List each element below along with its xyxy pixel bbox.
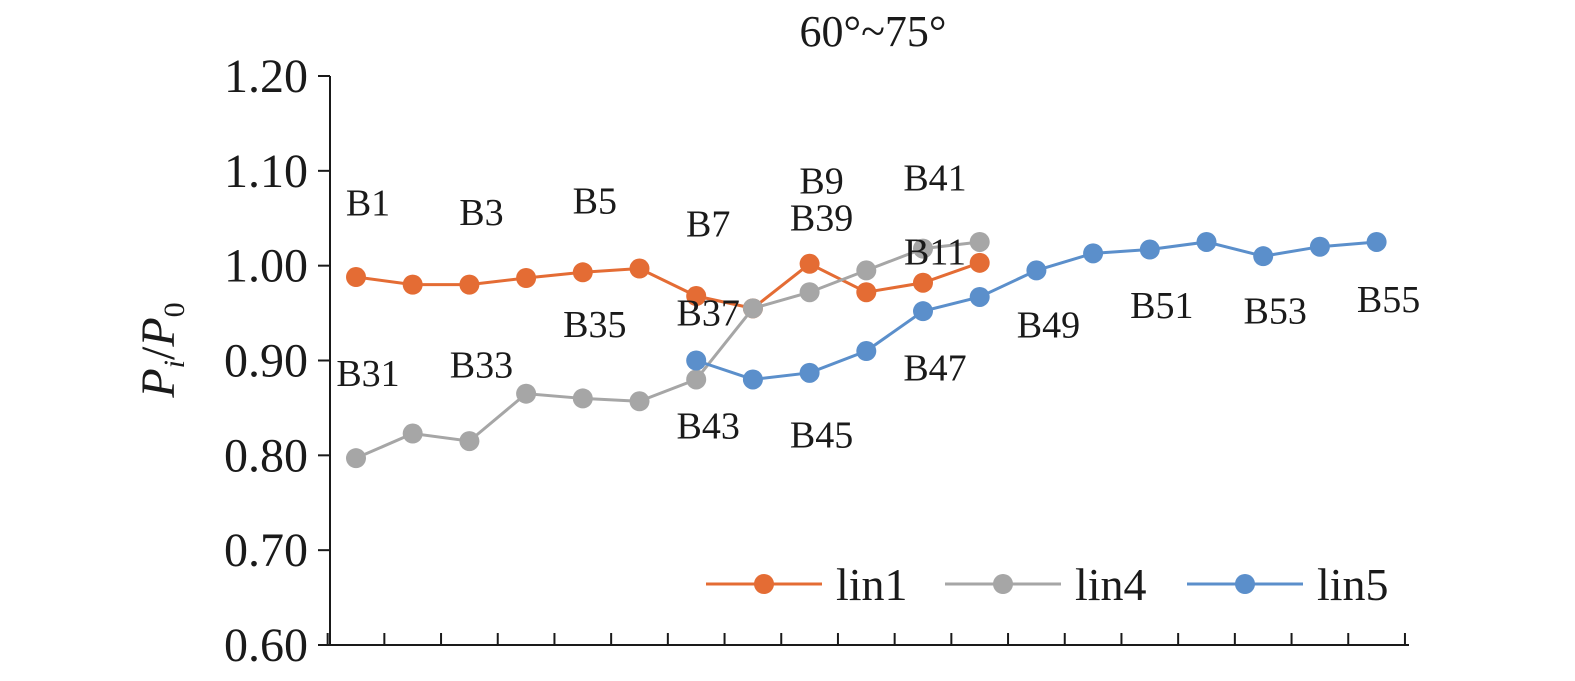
data-point-lin1 — [969, 252, 990, 273]
data-point-lin1 — [799, 253, 820, 274]
data-point-lin1 — [856, 282, 877, 303]
data-point-lin5 — [1026, 260, 1047, 281]
point-label: B31 — [336, 353, 399, 395]
point-label: B53 — [1244, 291, 1307, 333]
data-point-lin5 — [1366, 231, 1387, 252]
point-label: B37 — [677, 292, 740, 334]
series-lin1 — [346, 252, 990, 319]
data-point-lin5 — [969, 286, 990, 307]
y-ticks: 0.60 0.70 0.80 0.90 1.00 1.10 1.20 — [224, 50, 330, 672]
data-point-lin5 — [1253, 246, 1274, 267]
point-label: B9 — [799, 161, 843, 203]
y-label-sep: / — [132, 346, 185, 360]
data-point-lin4 — [516, 383, 537, 404]
data-point-lin4 — [402, 423, 423, 444]
data-point-lin1 — [572, 262, 593, 283]
legend-marker — [754, 574, 774, 594]
data-point-lin5 — [913, 301, 933, 322]
data-point-lin1 — [346, 267, 366, 288]
y-tick-label: 1.00 — [224, 240, 308, 293]
legend-label: lin4 — [1075, 559, 1147, 610]
point-label: B35 — [563, 304, 626, 346]
data-point-lin4 — [459, 431, 480, 452]
y-tick-label: 1.20 — [224, 50, 308, 103]
point-label: B49 — [1017, 305, 1080, 347]
chart-title: 60°~75° — [800, 7, 947, 56]
legend-marker — [1235, 574, 1255, 594]
point-label: B47 — [903, 347, 966, 389]
point-label: B7 — [686, 203, 730, 245]
data-point-lin5 — [856, 341, 877, 362]
legend-marker — [993, 574, 1013, 594]
legend-label: lin5 — [1317, 559, 1389, 610]
point-label: B55 — [1357, 279, 1420, 321]
data-point-lin1 — [459, 274, 480, 295]
y-tick-label: 1.10 — [224, 145, 308, 198]
series-lin5 — [686, 231, 1387, 390]
data-point-lin5 — [1139, 239, 1160, 260]
data-point-lin5 — [686, 350, 707, 371]
series-line-lin1 — [355, 261, 981, 310]
data-point-lin5 — [742, 369, 763, 390]
point-label: B51 — [1130, 285, 1193, 327]
series-lin4 — [346, 231, 990, 469]
point-label: B3 — [459, 192, 503, 234]
y-axis-label: Pi/P0 — [132, 302, 191, 398]
data-point-lin4 — [629, 391, 650, 412]
y-tick-label: 0.90 — [224, 335, 308, 388]
point-label: B33 — [450, 345, 513, 387]
data-point-lin1 — [402, 274, 423, 295]
y-tick-label: 0.60 — [224, 619, 308, 672]
data-point-lin1 — [913, 272, 933, 293]
data-point-lin4 — [742, 298, 763, 319]
y-tick-label: 0.80 — [224, 429, 308, 482]
data-point-lin5 — [1196, 231, 1217, 252]
legend-item-lin5: lin5 — [1187, 559, 1389, 610]
point-label: B39 — [790, 198, 853, 240]
data-point-lin5 — [1309, 236, 1330, 257]
data-point-lin4 — [686, 369, 707, 390]
legend-item-lin1: lin1 — [706, 559, 908, 610]
y-label-main2: P — [132, 317, 185, 347]
legend-label: lin1 — [836, 559, 908, 610]
data-point-lin1 — [629, 258, 650, 279]
legend: lin1 lin4 lin5 — [706, 559, 1389, 610]
point-label: B11 — [904, 232, 966, 274]
data-point-lin4 — [969, 231, 990, 252]
data-point-lin1 — [516, 267, 537, 288]
point-label: B5 — [573, 181, 617, 223]
series-layer — [346, 231, 1387, 469]
data-point-lin4 — [572, 388, 593, 409]
point-label: B43 — [677, 405, 740, 447]
data-point-lin4 — [856, 260, 877, 281]
point-label: B45 — [790, 415, 853, 457]
point-label: B41 — [903, 158, 966, 200]
data-point-lin1 — [686, 286, 707, 307]
legend-item-lin4: lin4 — [945, 559, 1147, 610]
point-label: B1 — [346, 182, 390, 224]
y-tick-label: 0.70 — [224, 524, 308, 577]
y-label-sub1: i — [158, 360, 191, 368]
data-point-lin4 — [913, 238, 933, 259]
data-point-lin5 — [799, 362, 820, 383]
data-point-lin5 — [1083, 243, 1104, 264]
y-label-sub2: 0 — [158, 302, 191, 317]
y-label-main: P — [132, 368, 185, 398]
data-point-lin4 — [346, 448, 366, 469]
data-point-lin4 — [799, 282, 820, 303]
